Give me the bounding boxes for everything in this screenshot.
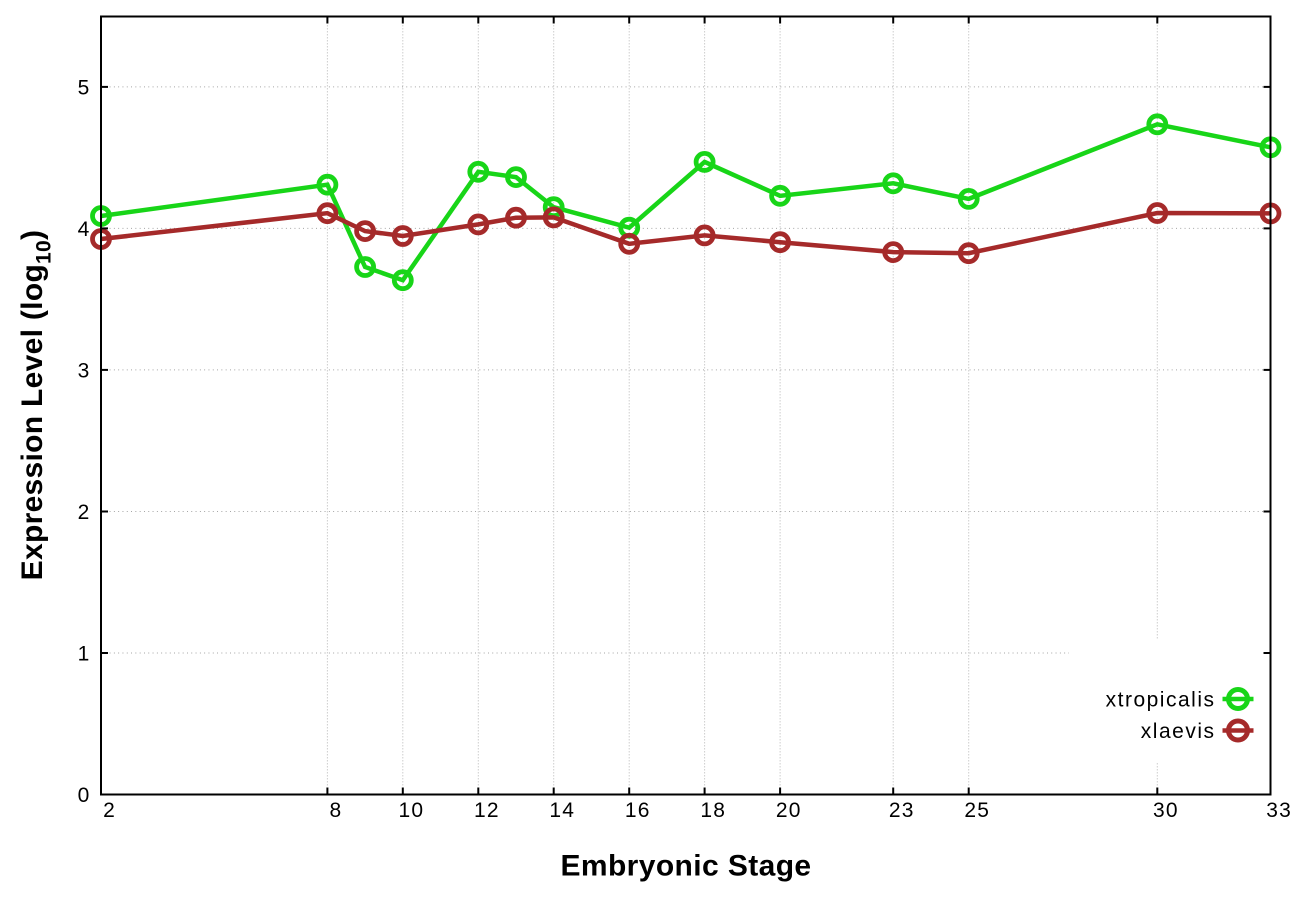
svg-text:25: 25 bbox=[964, 799, 990, 822]
svg-text:4: 4 bbox=[78, 218, 91, 241]
svg-text:23: 23 bbox=[889, 799, 915, 822]
svg-text:xtropicalis: xtropicalis bbox=[1106, 689, 1216, 712]
svg-text:5: 5 bbox=[78, 77, 91, 100]
svg-text:30: 30 bbox=[1153, 799, 1179, 822]
svg-text:xlaevis: xlaevis bbox=[1141, 720, 1216, 743]
svg-text:Expression Level (log10): Expression Level (log10) bbox=[16, 230, 56, 581]
svg-text:20: 20 bbox=[776, 799, 802, 822]
svg-text:8: 8 bbox=[330, 799, 343, 822]
svg-text:33: 33 bbox=[1266, 799, 1292, 822]
svg-text:2: 2 bbox=[78, 501, 91, 524]
svg-text:Embryonic Stage: Embryonic Stage bbox=[560, 850, 811, 883]
svg-text:2: 2 bbox=[103, 799, 116, 822]
svg-text:0: 0 bbox=[78, 784, 91, 807]
svg-text:14: 14 bbox=[549, 799, 575, 822]
svg-text:16: 16 bbox=[625, 799, 651, 822]
svg-text:18: 18 bbox=[700, 799, 726, 822]
svg-text:10: 10 bbox=[399, 799, 425, 822]
svg-text:12: 12 bbox=[474, 799, 500, 822]
svg-text:1: 1 bbox=[78, 643, 91, 666]
svg-text:3: 3 bbox=[78, 360, 91, 383]
